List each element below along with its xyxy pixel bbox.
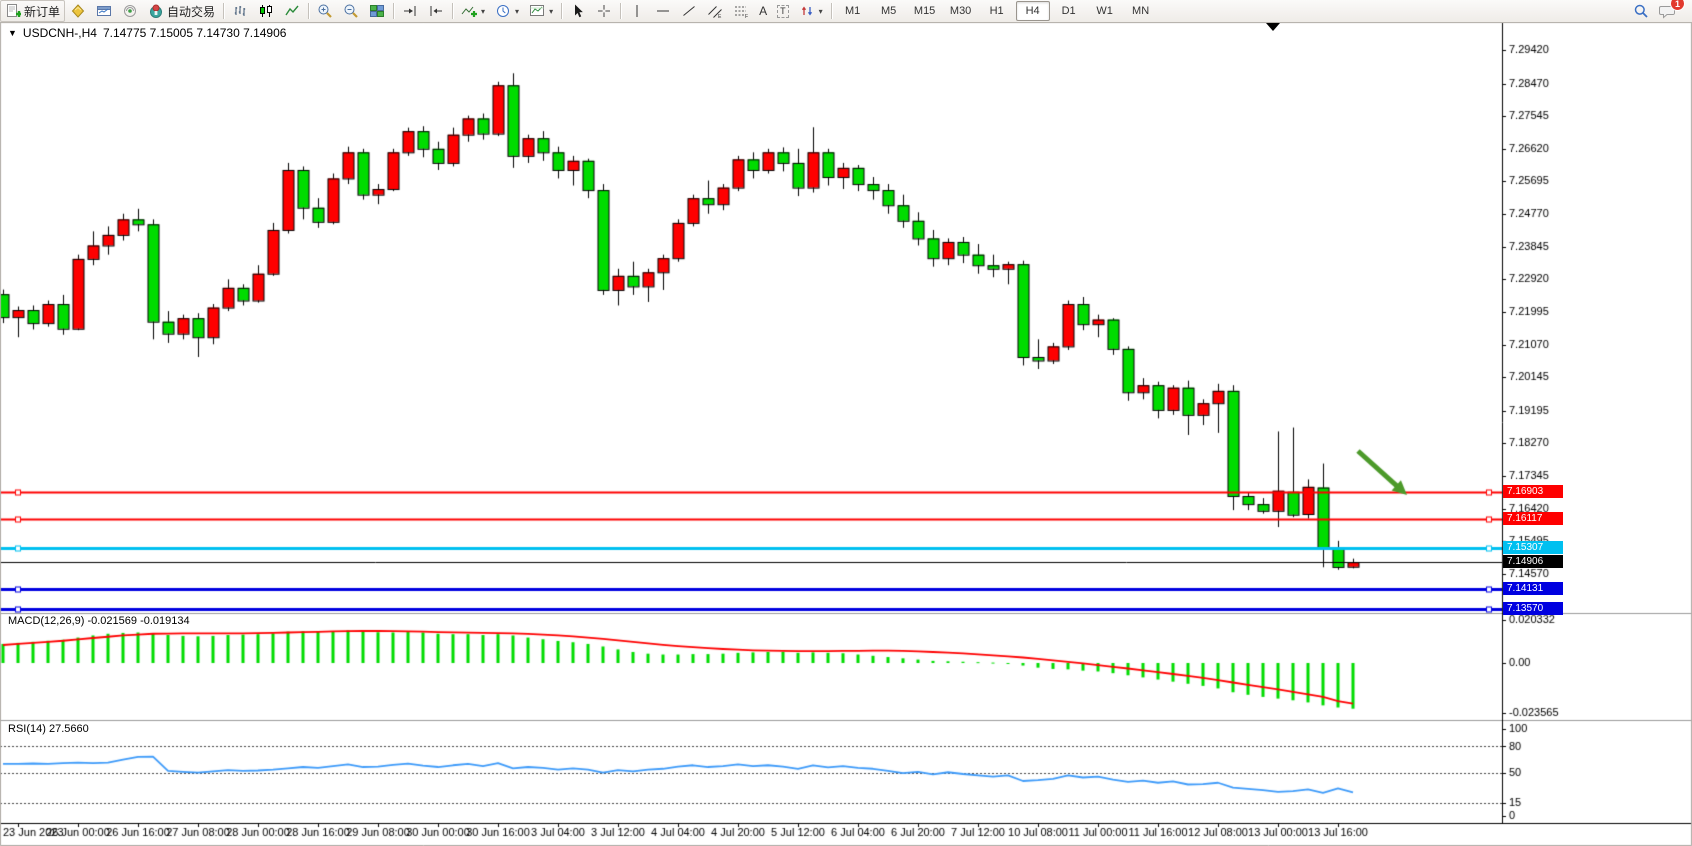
timeframe-button-m15[interactable]: M15 [913, 5, 936, 17]
macd-indicator-label: MACD(12,26,9) -0.021569 -0.019134 [8, 615, 190, 627]
price-level-tag: 7.15307 [1503, 541, 1563, 554]
text-label-tool-button[interactable]: T [772, 0, 794, 22]
timeframe-button-w1[interactable]: W1 [1096, 5, 1113, 17]
timeframe-button-m1[interactable]: M1 [844, 5, 861, 17]
toolbar-separator [452, 3, 454, 19]
price-level-tag: 7.16117 [1503, 512, 1563, 525]
zoom-out-icon [343, 3, 359, 19]
chart-ohlc-values: 7.14775 7.15005 7.14730 7.14906 [102, 26, 287, 40]
tile-windows-button[interactable] [364, 0, 390, 22]
chart-shift-icon [402, 3, 418, 19]
svg-text:F: F [745, 14, 748, 19]
new-order-button[interactable]: 新订单 [0, 0, 66, 22]
templates-button[interactable]: ▾ [524, 0, 558, 22]
crosshair-tool-button[interactable] [591, 0, 617, 22]
timeframe-button-d1[interactable]: D1 [1061, 5, 1076, 17]
new-order-icon [5, 3, 21, 19]
toolbar: 新订单 自动交易 [0, 0, 1692, 23]
timeframe-bar: M1 M5 M15 M30 H1 H4 D1 W1 MN [835, 1, 1159, 21]
bar-chart-button[interactable] [227, 0, 253, 22]
current-price-tag: 7.14906 [1503, 555, 1563, 568]
auto-scroll-icon [428, 3, 444, 19]
zoom-in-button[interactable] [312, 0, 338, 22]
arrows-dropdown-caret[interactable]: ▾ [818, 6, 823, 16]
svg-text:E: E [718, 14, 722, 19]
gold-quotes-button[interactable] [65, 0, 91, 22]
text-tool-icon: A [759, 4, 768, 18]
arrows-tool-icon [799, 3, 815, 19]
line-chart-button[interactable] [279, 0, 305, 22]
toolbar-separator [561, 3, 563, 19]
template-icon [529, 3, 545, 19]
bar-chart-icon [232, 3, 248, 19]
candlestick-chart-icon [258, 3, 274, 19]
auto-trading-label: 自动交易 [167, 4, 216, 19]
tile-windows-icon [369, 3, 385, 19]
text-label-icon: T [777, 4, 789, 18]
indicators-button[interactable]: ▾ [456, 0, 490, 22]
zoom-in-icon [317, 3, 333, 19]
timeframe-button-m5[interactable]: M5 [880, 5, 897, 17]
auto-trading-icon [148, 3, 164, 19]
notification-badge: 1 [1670, 0, 1685, 11]
arrows-tool-button[interactable]: ▾ [794, 0, 828, 22]
candlestick-chart-button[interactable] [253, 0, 279, 22]
price-level-tag: 7.16903 [1503, 485, 1563, 498]
chart-symbol-period: USDCNH-,H4 [22, 26, 97, 40]
fibonacci-tool-button[interactable]: F [728, 0, 754, 22]
symbol-collapse-icon[interactable]: ▼ [8, 28, 17, 38]
toolbar-separator [620, 3, 622, 19]
vertical-line-icon [629, 3, 645, 19]
indicators-dropdown-caret[interactable]: ▾ [481, 6, 486, 16]
notifications-button[interactable]: 1 [1654, 0, 1685, 22]
cursor-icon [570, 3, 586, 19]
fibonacci-icon: F [733, 3, 749, 19]
new-order-label: 新订单 [24, 4, 61, 19]
trendline-icon [681, 3, 697, 19]
price-level-tag: 7.14131 [1503, 582, 1563, 595]
clock-icon [495, 3, 511, 19]
signal-icon [122, 3, 138, 19]
channel-tool-button[interactable]: E [702, 0, 728, 22]
search-icon [1633, 3, 1649, 19]
auto-scroll-button[interactable] [423, 0, 449, 22]
templates-dropdown-caret[interactable]: ▾ [549, 6, 554, 16]
chart-title: ▼ USDCNH-,H4 7.14775 7.15005 7.14730 7.1… [8, 26, 286, 40]
crosshair-icon [596, 3, 612, 19]
zoom-out-button[interactable] [338, 0, 364, 22]
timeframe-button-h4[interactable]: H4 [1015, 1, 1050, 21]
toolbar-separator [308, 3, 310, 19]
trendline-tool-button[interactable] [676, 0, 702, 22]
search-button[interactable] [1628, 0, 1654, 22]
price-level-tag: 7.13570 [1503, 602, 1563, 615]
cursor-tool-button[interactable] [565, 0, 591, 22]
vertical-line-tool-button[interactable] [624, 0, 650, 22]
toolbar-separator [830, 3, 832, 19]
auto-trading-button[interactable]: 自动交易 [143, 0, 220, 22]
periods-dropdown-caret[interactable]: ▾ [515, 6, 520, 16]
timeframe-button-m30[interactable]: M30 [949, 5, 972, 17]
gold-diamond-icon [70, 3, 86, 19]
periods-button[interactable]: ▾ [490, 0, 524, 22]
toolbar-separator [393, 3, 395, 19]
chart-shift-button[interactable] [397, 0, 423, 22]
rsi-indicator-label: RSI(14) 27.5660 [8, 723, 89, 735]
chart-window-icon [96, 3, 112, 19]
line-chart-icon [284, 3, 300, 19]
indicators-icon [461, 3, 478, 19]
equidistant-channel-icon: E [707, 3, 723, 19]
text-tool-button[interactable]: A [754, 0, 772, 22]
signals-button[interactable] [117, 0, 143, 22]
market-watch-button[interactable] [91, 0, 117, 22]
timeframe-button-mn[interactable]: MN [1132, 5, 1150, 17]
toolbar-separator [223, 3, 225, 19]
horizontal-line-tool-button[interactable] [650, 0, 676, 22]
timeframe-button-h1[interactable]: H1 [989, 5, 1004, 17]
chart-shift-marker[interactable] [1266, 23, 1280, 31]
horizontal-line-icon [655, 3, 671, 19]
